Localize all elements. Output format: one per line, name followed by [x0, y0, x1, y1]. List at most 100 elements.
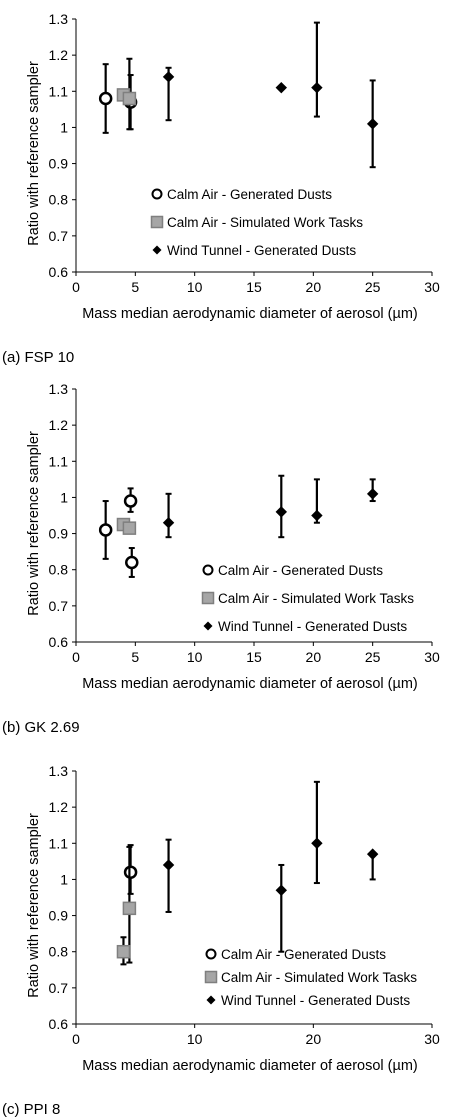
legend-item: Calm Air - Generated Dusts: [202, 563, 383, 578]
legend-item: Calm Air - Generated Dusts: [205, 947, 386, 962]
y-tick-label: 0.8: [49, 192, 69, 208]
panel-label: (a) FSP 10: [2, 349, 74, 366]
legend-label: Calm Air - Generated Dusts: [167, 187, 332, 202]
legend: Calm Air - Generated Dusts Calm Air - Sim…: [204, 947, 417, 1008]
x-tick-label: 15: [246, 279, 262, 295]
data-point-diamond: [311, 81, 323, 94]
x-tick-label: 30: [424, 279, 440, 295]
legend-label: Wind Tunnel - Generated Dusts: [167, 243, 356, 258]
y-tick-label: 0.8: [49, 562, 69, 578]
legend-label: Wind Tunnel - Generated Dusts: [221, 993, 410, 1008]
data-point-square: [122, 901, 137, 916]
x-tick-label: 10: [187, 279, 203, 295]
chart-panel-3: 0.6 0.7 0.8 0.9 1 1.1 1.2 1.3 0 10 20 30 Mass median…: [2, 763, 440, 1118]
legend-item: Wind Tunnel - Generated Dusts: [152, 243, 356, 258]
data-point-diamond: [162, 859, 175, 871]
legend-item: Calm Air - Simulated Work Tasks: [150, 215, 363, 230]
x-tick-label: 10: [187, 649, 203, 665]
data-point-diamond: [366, 848, 379, 860]
legend-label: Wind Tunnel - Generated Dusts: [218, 619, 407, 634]
legend-item: Wind Tunnel - Generated Dusts: [206, 993, 410, 1008]
y-tick-label: 0.8: [49, 944, 69, 960]
x-tick-label: 5: [131, 649, 139, 665]
y-tick-label: 0.7: [49, 980, 69, 996]
y-tick-label: 0.6: [49, 634, 69, 650]
series-square: [116, 517, 137, 535]
y-axis-label: Ratio with reference sampler: [26, 813, 42, 998]
y-tick-label: 1.3: [49, 763, 69, 779]
legend: Calm Air - Generated Dusts Calm Air - Sim…: [150, 187, 363, 258]
x-tick-label: 5: [131, 279, 139, 295]
x-axis-label: Mass median aerodynamic diameter of aero…: [82, 676, 418, 692]
legend-marker-diamond: [203, 621, 213, 631]
y-tick-label: 1.1: [49, 453, 69, 469]
x-tick-label: 25: [365, 649, 381, 665]
x-axis-label: Mass median aerodynamic diameter of aero…: [82, 1058, 418, 1074]
y-tick-label: 1: [60, 119, 68, 135]
legend-marker-circle: [151, 188, 163, 200]
panel-label: (b) GK 2.69: [2, 719, 80, 736]
y-axis-label: Ratio with reference sampler: [26, 61, 42, 246]
y-tick-label: 1.1: [49, 835, 69, 851]
panel-label: (c) PPI 8: [2, 1101, 60, 1118]
data-point-diamond: [275, 884, 288, 896]
legend-item: Calm Air - Generated Dusts: [151, 187, 332, 202]
y-tick-label: 0.7: [49, 228, 69, 244]
y-tick-label: 1: [60, 871, 68, 887]
series-diamond: [162, 474, 379, 539]
x-tick-label: 30: [424, 1031, 440, 1047]
data-point-diamond: [162, 71, 175, 83]
x-tick-label: 20: [306, 1031, 322, 1047]
chart-panel-2: 0.6 0.7 0.8 0.9 1 1.1 1.2 1.3 0 5 10 15 20 25 30 Mass m…: [2, 381, 440, 736]
data-point-diamond: [162, 517, 175, 529]
y-tick-label: 0.6: [49, 1016, 69, 1032]
y-tick-label: 0.6: [49, 264, 69, 280]
legend-item: Calm Air - Simulated Work Tasks: [201, 591, 414, 606]
data-point-square: [122, 521, 137, 535]
y-tick-label: 1.2: [49, 417, 69, 433]
y-tick-label: 0.7: [49, 598, 69, 614]
x-tick-label: 0: [72, 649, 80, 665]
x-tick-label: 0: [72, 279, 80, 295]
y-tick-label: 1: [60, 489, 68, 505]
data-point-diamond: [366, 118, 379, 130]
series-square: [116, 57, 137, 131]
y-tick-label: 1.3: [49, 11, 69, 27]
y-tick-label: 0.9: [49, 526, 69, 542]
legend-marker-square: [150, 215, 164, 229]
legend: Calm Air - Generated Dusts Calm Air - Sim…: [201, 563, 414, 634]
data-point-diamond: [366, 488, 379, 500]
legend-marker-circle: [202, 564, 214, 576]
legend-marker-circle: [205, 948, 217, 960]
legend-label: Calm Air - Generated Dusts: [221, 947, 386, 962]
legend-label: Calm Air - Simulated Work Tasks: [167, 215, 363, 230]
chart-panel-1: 0.6 0.7 0.8 0.9 1 1.1 1.2 1.3 0 5 10 15 20 25 30 Mass m…: [2, 11, 440, 366]
data-point-circle: [123, 494, 138, 508]
data-point-circle: [125, 555, 139, 570]
series-diamond: [162, 21, 379, 169]
legend-item: Calm Air - Simulated Work Tasks: [204, 970, 417, 985]
legend-label: Calm Air - Simulated Work Tasks: [221, 970, 417, 985]
data-point-circle: [123, 865, 138, 879]
series-diamond: [162, 780, 379, 953]
y-tick-label: 1.2: [49, 799, 69, 815]
data-point-diamond: [311, 837, 323, 849]
x-tick-label: 20: [306, 649, 322, 665]
data-point-diamond: [275, 506, 288, 518]
y-axis-label: Ratio with reference sampler: [26, 431, 42, 616]
data-point-circle: [98, 523, 113, 537]
data-point-diamond: [311, 509, 323, 522]
legend-label: Calm Air - Generated Dusts: [218, 563, 383, 578]
legend-item: Wind Tunnel - Generated Dusts: [203, 619, 407, 634]
x-tick-label: 15: [246, 649, 262, 665]
data-point-diamond: [275, 81, 288, 94]
x-axis-label: Mass median aerodynamic diameter of aero…: [82, 306, 418, 322]
x-tick-label: 20: [306, 279, 322, 295]
x-tick-label: 25: [365, 279, 381, 295]
x-tick-label: 10: [187, 1031, 203, 1047]
data-point-circle: [98, 91, 113, 106]
legend-marker-square: [201, 591, 215, 605]
legend-label: Calm Air - Simulated Work Tasks: [218, 591, 414, 606]
x-tick-label: 30: [424, 649, 440, 665]
y-tick-label: 1.2: [49, 47, 69, 63]
